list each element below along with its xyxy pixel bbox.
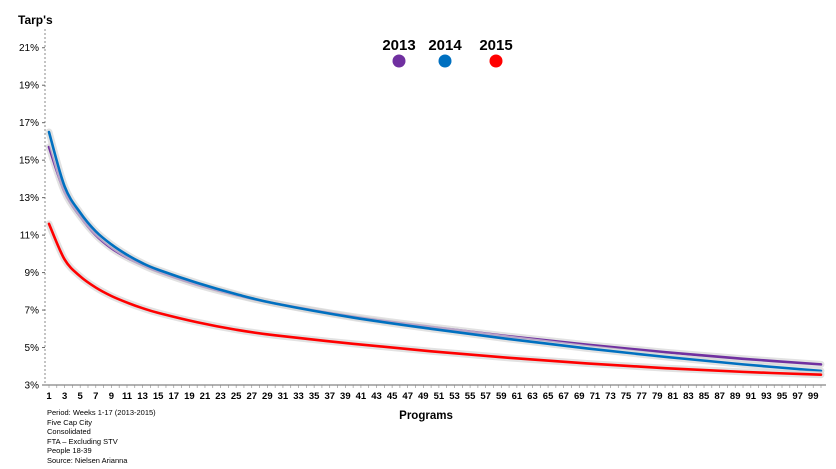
x-tick-label: 21: [200, 391, 211, 402]
x-tick-label: 23: [215, 391, 226, 402]
note-source: Source: Nielsen Arianna: [47, 455, 128, 465]
x-tick-label: 1: [46, 391, 52, 402]
x-tick-label: 45: [387, 391, 398, 402]
x-tick-label: 85: [699, 391, 710, 402]
x-tick-label: 65: [543, 391, 554, 402]
legend-marker-2013: [392, 54, 406, 68]
x-tick-label: 31: [278, 391, 289, 402]
note-market: Five Cap City: [47, 417, 93, 427]
y-axis-title: Tarp's: [18, 13, 53, 27]
x-tick-label: 97: [792, 391, 803, 402]
series-layer: [45, 128, 825, 379]
x-tick-label: 57: [480, 391, 491, 402]
x-tick-label: 73: [605, 391, 616, 402]
y-tick-label: 15%: [19, 156, 39, 167]
x-tick-label: 27: [246, 391, 257, 402]
x-tick-label: 5: [78, 391, 84, 402]
x-tick-label: 93: [761, 391, 772, 402]
x-tick-label: 83: [683, 391, 694, 402]
x-tick-label: 69: [574, 391, 585, 402]
note-demographic: People 18-39: [47, 446, 92, 456]
x-tick-label: 95: [777, 391, 788, 402]
x-tick-label: 67: [558, 391, 569, 402]
x-tick-label: 81: [668, 391, 679, 402]
x-tick-label: 39: [340, 391, 351, 402]
x-tick-label: 51: [434, 391, 445, 402]
legend-label-2013: 2013: [382, 37, 415, 54]
x-tick-label: 37: [324, 391, 335, 402]
source-notes: Period: Weeks 1-17 (2013-2015) Five Cap …: [47, 408, 156, 466]
x-tick-label: 71: [590, 391, 601, 402]
x-tick-label: 13: [137, 391, 148, 402]
x-tick-label: 25: [231, 391, 242, 402]
x-tick-label: 3: [62, 391, 67, 402]
legend-label-2015: 2015: [479, 37, 512, 54]
x-tick-label: 77: [636, 391, 647, 402]
x-tick-label: 87: [714, 391, 725, 402]
y-tick-label: 17%: [19, 118, 39, 129]
y-tick-label: 9%: [25, 268, 40, 279]
note-consolidated: Consolidated: [47, 427, 91, 437]
series-shadow-2014: [45, 128, 825, 375]
legend-marker-2014: [438, 54, 452, 68]
legend-marker-2015: [489, 54, 503, 68]
note-period: Period: Weeks 1-17 (2013-2015): [47, 408, 156, 417]
x-tick-label: 41: [356, 391, 367, 402]
x-tick-label: 47: [402, 391, 413, 402]
x-tick-label: 7: [93, 391, 98, 402]
x-tick-label: 79: [652, 391, 663, 402]
x-axis-title: Programs: [399, 410, 453, 422]
x-tick-label: 15: [153, 391, 164, 402]
x-tick-label: 89: [730, 391, 741, 402]
x-tick-label: 35: [309, 391, 320, 402]
x-tick-label: 33: [293, 391, 304, 402]
y-tick-label: 5%: [25, 343, 40, 354]
y-tick-label: 3%: [25, 381, 40, 392]
x-tick-label: 53: [449, 391, 460, 402]
x-tick-label: 17: [168, 391, 179, 402]
x-ticks: 1 3 5 7 9 11 13 15 17 19 21 23 25 27 29 31 33 35 37 39 41 43 4…: [46, 385, 822, 402]
series-line-2014: [47, 130, 823, 373]
x-tick-label: 59: [496, 391, 507, 402]
x-tick-label: 55: [465, 391, 476, 402]
y-tick-label: 11%: [20, 231, 39, 242]
x-tick-label: 11: [122, 391, 133, 402]
axes: [44, 29, 826, 386]
x-tick-label: 29: [262, 391, 273, 402]
series-line-2015: [47, 222, 823, 376]
legend-label-2014: 2014: [428, 37, 462, 54]
x-tick-label: 19: [184, 391, 195, 402]
x-tick-label: 43: [371, 391, 382, 402]
legend: 2013 2014 2015: [382, 37, 513, 68]
x-tick-label: 63: [527, 391, 538, 402]
y-tick-label: 13%: [19, 193, 39, 204]
note-fta: FTA – Excluding STV: [47, 436, 118, 446]
x-tick-label: 9: [109, 391, 114, 402]
x-tick-label: 99: [808, 391, 819, 402]
x-tick-label: 75: [621, 391, 632, 402]
y-tick-label: 21%: [19, 43, 39, 54]
x-tick-label: 91: [746, 391, 757, 402]
y-ticks: 3% 5% 7% 9% 11% 13% 15% 17% 19% 21%: [19, 43, 45, 392]
x-tick-label: 49: [418, 391, 429, 402]
y-tick-label: 7%: [25, 306, 40, 317]
y-tick-label: 19%: [19, 81, 39, 92]
x-tick-label: 61: [512, 391, 523, 402]
